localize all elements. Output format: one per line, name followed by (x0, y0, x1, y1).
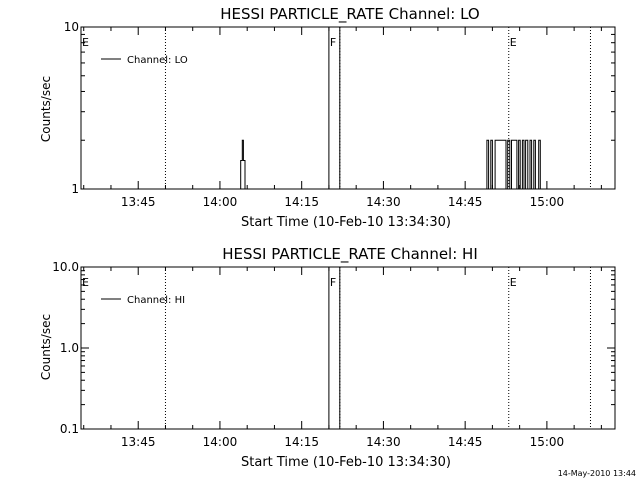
hi-flag-label: E (510, 276, 517, 289)
hi-y-tick-label: 1.0 (60, 341, 79, 355)
lo-x-tick-label: 14:45 (448, 195, 483, 209)
lo-y-tick-label: 10 (64, 20, 79, 34)
hi-y-tick-label: 10.0 (52, 260, 79, 274)
footer-timestamp: 14-May-2010 13:44 (558, 469, 636, 478)
lo-x-tick-label: 15:00 (530, 195, 565, 209)
hi-x-tick-label: 13:45 (121, 435, 156, 449)
hi-y-axis-label: Counts/sec (39, 314, 53, 380)
hi-y-tick-label: 0.1 (60, 422, 79, 436)
lo-flag-label: E (510, 36, 517, 49)
hi-x-axis-label: Start Time (10-Feb-10 13:34:30) (241, 455, 451, 470)
hi-flag-label: E (82, 276, 89, 289)
hi-x-tick-label: 14:00 (203, 435, 238, 449)
lo-channel-panel: HESSI PARTICLE_RATE Channel: LO Counts/s… (39, 5, 616, 230)
lo-legend-label: Channel: LO (127, 55, 188, 66)
hi-flag-label: F (330, 276, 336, 289)
lo-x-tick-label: 14:30 (366, 195, 401, 209)
lo-flag-label: E (82, 36, 89, 49)
lo-y-tick-label: 1 (71, 182, 79, 196)
hi-legend-label: Channel: HI (127, 295, 185, 306)
lo-flag-label: F (330, 36, 336, 49)
hi-x-tick-label: 14:15 (284, 435, 319, 449)
lo-x-tick-label: 14:00 (203, 195, 238, 209)
hi-x-tick-label: 14:30 (366, 435, 401, 449)
hi-x-tick-label: 14:45 (448, 435, 483, 449)
hi-series-line (328, 266, 341, 429)
hi-plot-area: 13:45 14:00 14:15 14:30 14:45 15:00 0.1 1.0 10.0… (52, 260, 616, 449)
lo-series-line (81, 26, 615, 190)
hi-channel-panel: HESSI PARTICLE_RATE Channel: HI Counts/s… (39, 245, 616, 470)
lo-y-axis-label: Counts/sec (39, 76, 53, 142)
lo-x-tick-label: 14:15 (284, 195, 319, 209)
lo-x-tick-label: 13:45 (121, 195, 156, 209)
hi-x-tick-label: 15:00 (530, 435, 565, 449)
lo-chart-title: HESSI PARTICLE_RATE Channel: LO (220, 5, 479, 24)
hi-chart-title: HESSI PARTICLE_RATE Channel: HI (222, 245, 478, 264)
lo-x-axis-label: Start Time (10-Feb-10 13:34:30) (241, 215, 451, 230)
